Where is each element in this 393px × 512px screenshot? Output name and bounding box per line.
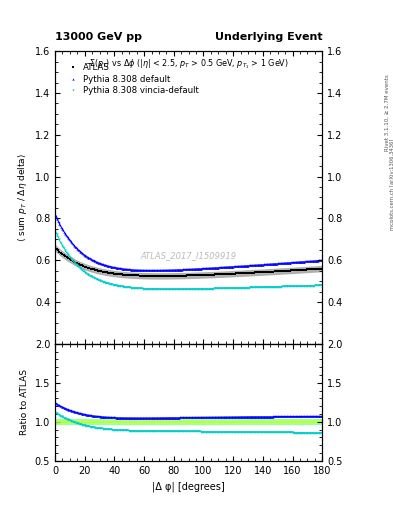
- Pythia 8.308 vincia-default: [215, 285, 219, 291]
- ATLAS: [127, 272, 132, 278]
- Pythia 8.308 vincia-default: [206, 286, 210, 292]
- Y-axis label: $\langle$ sum $p_T$ / $\Delta\eta$ delta$\rangle$: $\langle$ sum $p_T$ / $\Delta\eta$ delta…: [16, 153, 29, 242]
- Pythia 8.308 default: [150, 267, 154, 273]
- ATLAS: [53, 245, 57, 251]
- ATLAS: [75, 260, 80, 266]
- Pythia 8.308 default: [215, 265, 219, 271]
- Y-axis label: Ratio to ATLAS: Ratio to ATLAS: [20, 369, 29, 435]
- Line: ATLAS: ATLAS: [54, 246, 323, 277]
- Pythia 8.308 default: [103, 262, 107, 268]
- Pythia 8.308 default: [288, 260, 293, 266]
- X-axis label: |Δ φ| [degrees]: |Δ φ| [degrees]: [152, 481, 225, 492]
- ATLAS: [93, 267, 97, 273]
- Pythia 8.308 default: [206, 265, 210, 271]
- ATLAS: [182, 272, 187, 279]
- Pythia 8.308 vincia-default: [288, 283, 293, 289]
- Line: Pythia 8.308 vincia-default: Pythia 8.308 vincia-default: [54, 230, 323, 290]
- Text: $\Sigma(p_T)$ vs $\Delta\phi$ ($|\eta|$ < 2.5, $p_T$ > 0.5 GeV, $p_{T_1}$ > 1 Ge: $\Sigma(p_T)$ vs $\Delta\phi$ ($|\eta|$ …: [89, 57, 288, 71]
- Text: mcplots.cern.ch [arXiv:1306.3436]: mcplots.cern.ch [arXiv:1306.3436]: [390, 139, 393, 230]
- ATLAS: [156, 273, 161, 279]
- ATLAS: [320, 265, 325, 271]
- ATLAS: [275, 268, 280, 274]
- Pythia 8.308 vincia-default: [60, 243, 65, 249]
- Pythia 8.308 vincia-default: [220, 285, 225, 291]
- Text: Underlying Event: Underlying Event: [215, 32, 322, 42]
- Pythia 8.308 vincia-default: [103, 279, 107, 285]
- Bar: [55, 419, 322, 424]
- Pythia 8.308 default: [320, 257, 325, 263]
- Pythia 8.308 default: [220, 264, 225, 270]
- Line: Pythia 8.308 default: Pythia 8.308 default: [54, 213, 323, 271]
- Pythia 8.308 vincia-default: [320, 282, 325, 288]
- Pythia 8.308 default: [53, 211, 57, 217]
- Text: 13000 GeV pp: 13000 GeV pp: [55, 32, 142, 42]
- Pythia 8.308 default: [60, 226, 65, 232]
- Pythia 8.308 vincia-default: [53, 228, 57, 234]
- Text: ATLAS_2017_I1509919: ATLAS_2017_I1509919: [141, 251, 237, 261]
- Pythia 8.308 vincia-default: [168, 286, 173, 292]
- Text: Rivet 3.1.10, ≥ 2.7M events: Rivet 3.1.10, ≥ 2.7M events: [385, 74, 389, 151]
- ATLAS: [183, 272, 188, 279]
- Legend: ATLAS, Pythia 8.308 default, Pythia 8.308 vincia-default: ATLAS, Pythia 8.308 default, Pythia 8.30…: [65, 61, 200, 97]
